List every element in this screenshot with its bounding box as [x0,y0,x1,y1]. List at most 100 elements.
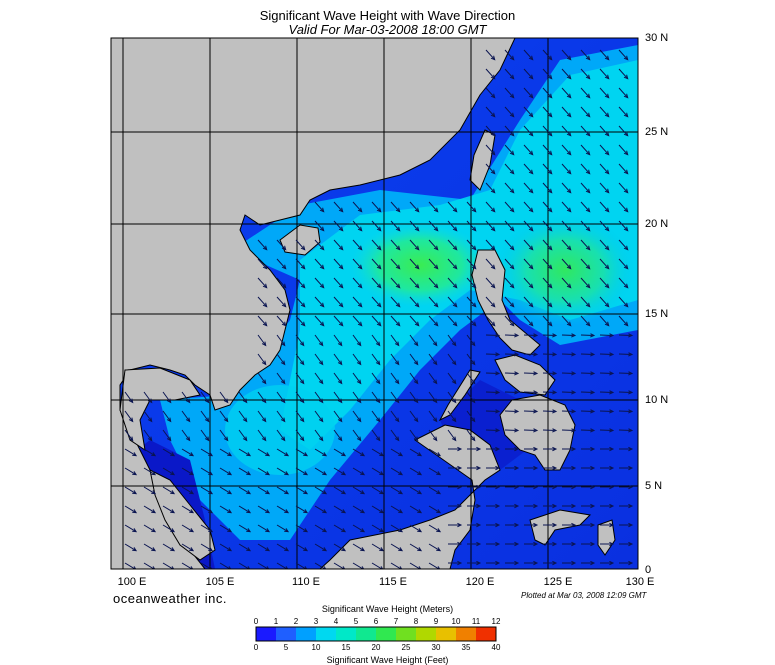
wave-arrow [124,391,134,404]
wave-arrow [467,541,482,547]
wave-arrow [257,486,271,495]
wave-arrow [543,560,558,566]
wave-arrow [466,372,476,385]
wave-arrow [257,543,271,552]
wave-arrow [523,220,534,232]
land-hainan [279,224,321,256]
map-subtitle: Valid For Mar-03-2008 18:00 GMT [288,22,487,37]
wave-arrow [619,541,634,547]
wave-arrow [618,239,629,251]
wave-arrow [409,315,420,327]
wave-arrow [181,429,191,442]
wave-arrow [162,505,176,514]
wave-arrow [562,465,577,471]
wave-arrow [561,201,572,213]
wave-arrow [181,486,195,495]
wave-arrow [581,503,596,509]
wave-arrow [561,277,572,289]
wave-arrow [295,277,306,289]
wave-arrow [523,409,539,414]
wave-arrow [619,503,634,509]
feet-tick: 0 [253,643,259,652]
wave-arrow [257,258,268,270]
wave-arrow [447,296,458,308]
wave-arrow [295,429,305,442]
wave-arrow [371,429,381,442]
wave-arrow [561,68,572,80]
wave-arrow [618,258,629,270]
wave-arrow [409,372,419,385]
wave-arrow [333,239,344,251]
wave-arrow [295,391,305,404]
wave-arrow [314,486,328,495]
wave-arrow [618,220,629,232]
wave-arrow [238,410,248,423]
wave-arrow [352,220,363,232]
wave-arrow [428,467,442,476]
wave-arrow [447,239,458,251]
wave-arrow [238,429,248,442]
wave-arrow [542,428,558,433]
wave-arrow [390,220,401,232]
wave-arrow [448,484,463,490]
wave-arrow [580,277,591,289]
wave-arrow [504,125,515,137]
wave-arrow [409,201,420,213]
wave-arrow [485,220,496,232]
wave-arrow [523,371,539,376]
wave-arrow [523,315,534,327]
wave-arrow [619,484,634,490]
land-malay-peninsula [149,469,216,561]
wave-arrow [618,390,634,395]
wave-arrow [599,371,615,376]
wave-arrow [390,410,400,423]
wave-arrow [409,524,423,533]
wave-arrow [524,541,539,547]
wave-arrow [314,448,328,457]
wave-arrow [542,220,553,232]
wave-arrow [524,484,539,490]
wave-arrow [428,239,439,251]
wave-arrow [448,503,463,509]
wave-arrow [523,182,534,194]
wave-arrow [618,163,629,175]
map-frame [110,37,639,570]
wave-arrow [580,239,591,251]
wave-arrow [504,182,515,194]
wave-arrow [599,182,610,194]
wave-arrow [257,315,268,327]
wave-arrow [238,391,248,404]
wave-arrow [600,541,615,547]
wave-arrow [276,448,290,457]
wave-arrow [124,486,138,495]
wave-arrow [352,429,362,442]
wave-arrow [257,429,267,442]
wave-arrow [466,315,477,327]
wave-arrow [504,352,520,357]
land-sulawesi [529,509,592,546]
wave-arrow [523,333,539,338]
wave-arrow [504,333,520,338]
wave-arrow [485,239,496,251]
wave-arrow [409,277,420,289]
wave-arrow [143,543,157,552]
wave-arrow [599,201,610,213]
wave-arrow [428,296,439,308]
wave-arrow [599,258,610,270]
wave-arrow [371,372,381,385]
wave-arrow [599,163,610,175]
wave-arrow [390,543,404,552]
wave-arrow [504,68,515,80]
wave-arrow [428,410,438,423]
wave-arrow [466,334,476,347]
colorbar-swatch [356,627,377,641]
wave-arrow [314,239,325,251]
wave-arrow [599,125,610,137]
wave-arrow [561,106,572,118]
wave-arrow [276,486,290,495]
wave-arrow [561,409,577,414]
wave-arrow [143,486,157,495]
wave-arrow [485,144,496,156]
wave-arrow [542,49,553,61]
